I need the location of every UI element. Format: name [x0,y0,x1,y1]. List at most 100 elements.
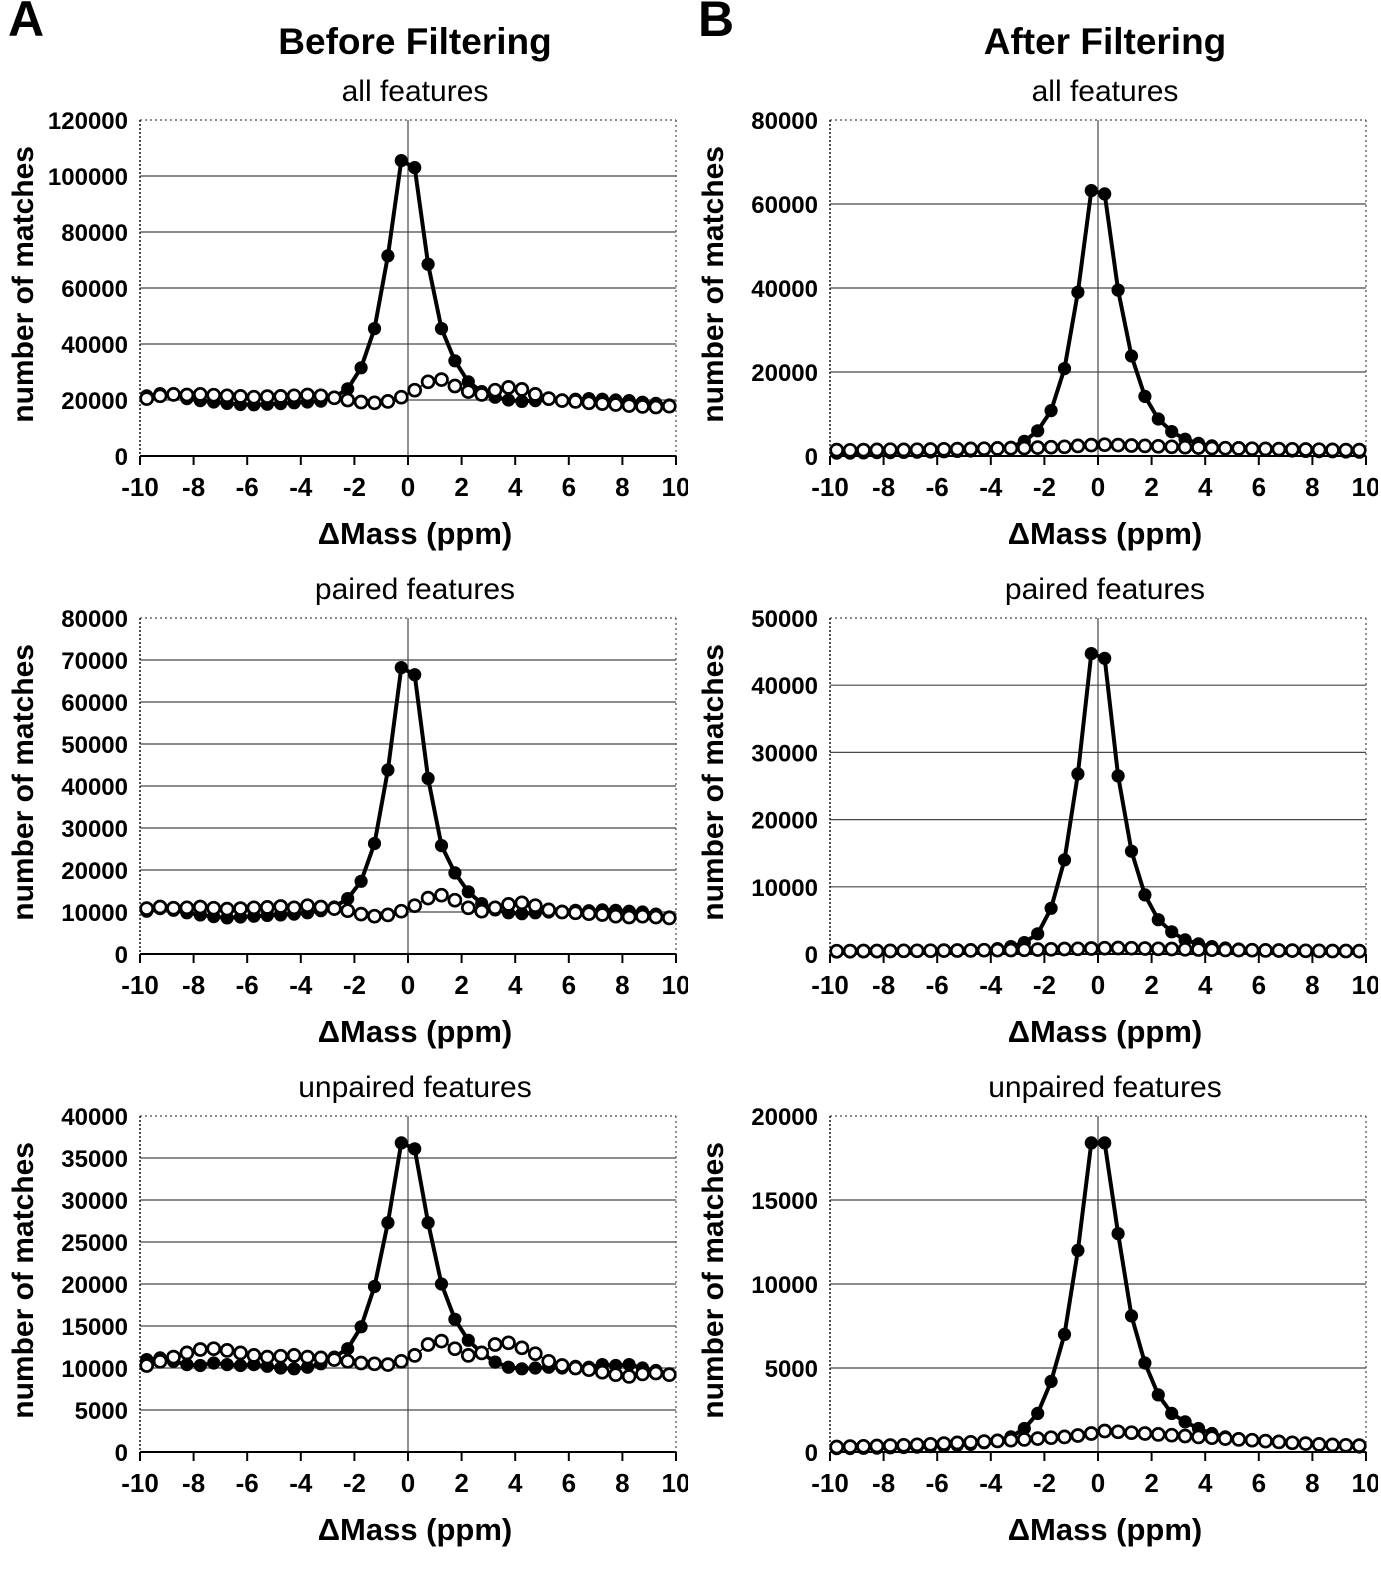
open-marker [608,397,624,412]
open-marker [1325,1437,1340,1453]
x-tick-label: 8 [615,1468,629,1498]
open-marker [1137,941,1153,956]
open-marker [514,895,530,911]
x-tick-label: -10 [811,970,849,1000]
filled-marker [1017,1421,1031,1436]
chart-subtitle: paired features [314,573,516,606]
x-tick-label: 6 [562,970,576,1000]
plot-area: -10 -8 -6 -4 -2 0 2 4 6 8 10 0 10000 20000 30000 40000 5… [738,610,1378,1010]
open-marker [474,387,490,402]
open-marker [1070,438,1086,454]
open-marker [1191,440,1206,455]
open-marker [514,1340,530,1356]
filled-marker [1071,1243,1085,1257]
chart-subtitle: paired features [1004,573,1206,606]
open-marker [909,943,925,959]
open-marker [1325,943,1340,959]
x-tick-label: 2 [454,1468,468,1498]
open-marker [1124,940,1139,956]
x-tick-label: 6 [562,472,576,502]
y-tick-label: 40000 [61,1108,128,1131]
filled-marker [1124,1309,1139,1323]
filled-marker [381,763,395,777]
open-marker [313,388,329,404]
open-marker [1083,1426,1099,1441]
open-marker [1016,942,1032,958]
open-marker [882,442,898,458]
open-marker [393,903,409,919]
x-tick-label: -2 [343,1468,366,1498]
x-tick-label: -4 [979,472,1003,502]
open-marker [936,1436,952,1451]
plot-svg: -10 -8 -6 -4 -2 0 2 4 6 8 10 0 5000 10000 15000 20000 [751,1108,1378,1498]
x-tick-label: 2 [454,472,468,502]
open-marker [179,900,195,916]
filled-marker [448,354,462,368]
open-marker [460,900,476,916]
open-marker [1298,442,1314,457]
plot-area: -10 -8 -6 -4 -2 0 2 4 6 8 10 0 20000 40000 60000 80000 [738,112,1378,512]
open-marker [1177,941,1193,957]
open-marker [527,387,543,402]
open-marker [1070,941,1086,957]
y-axis-title: number of matches [697,1141,730,1419]
y-tick-label: 20000 [751,360,818,387]
filled-marker [1044,1374,1058,1388]
x-tick-label: 0 [401,472,415,502]
open-marker [581,395,597,411]
x-tick-label: -8 [872,472,895,502]
x-tick-label: -8 [872,1468,895,1498]
y-tick-label: 10000 [61,1356,128,1383]
open-marker [286,1348,302,1363]
filled-marker [274,1361,288,1375]
x-tick-label: -10 [811,472,849,502]
filled-marker [448,1312,462,1326]
open-marker [1003,942,1019,958]
open-marker [326,1352,342,1367]
open-marker [882,943,898,959]
open-marker [206,900,222,916]
open-marker [1351,943,1367,959]
open-marker [1271,1434,1287,1450]
open-marker [882,1438,898,1453]
panel-a-header: A Before Filtering [0,0,690,72]
open-marker [1298,943,1314,959]
open-marker [300,898,315,914]
plot-svg: -10 -8 -6 -4 -2 0 2 4 6 8 10 0 20000 40000 60000 80000 1… [48,112,688,502]
filled-marker [381,249,395,263]
open-marker [1284,441,1300,457]
open-marker [434,1333,449,1349]
x-tick-label: 0 [401,1468,415,1498]
filled-marker [1031,927,1045,941]
open-marker [1325,442,1340,458]
open-marker [1244,441,1260,457]
y-tick-label: 80000 [61,220,128,247]
panel-a: A Before Filtering all features number o… [0,0,690,1584]
filled-marker [367,836,382,851]
open-marker [1244,1432,1260,1448]
open-marker [568,394,583,409]
panel-a-title: Before Filtering [278,21,552,62]
open-marker [541,1353,557,1369]
open-marker [1271,441,1287,457]
open-marker [909,1437,925,1453]
y-tick-label: 100000 [48,164,128,191]
open-marker [896,943,912,959]
open-marker [219,901,235,917]
open-marker [166,387,181,402]
open-marker [300,387,315,403]
open-marker [635,908,650,924]
x-tick-label: -2 [1033,970,1056,1000]
y-axis: 0 20000 40000 60000 80000 100000 120000 [48,112,128,471]
y-axis: 0 5000 10000 15000 20000 [751,1108,818,1467]
filled-marker [622,1358,636,1372]
open-marker [1217,1431,1233,1446]
filled-marker [1138,888,1152,902]
plot-svg: -10 -8 -6 -4 -2 0 2 4 6 8 10 0 20000 40000 60000 80000 [751,112,1378,502]
filled-marker [287,1362,301,1376]
open-marker [949,441,965,457]
filled-marker [341,1342,355,1356]
open-marker [648,1365,664,1381]
open-marker [1030,1431,1046,1446]
open-marker [1284,1435,1300,1451]
